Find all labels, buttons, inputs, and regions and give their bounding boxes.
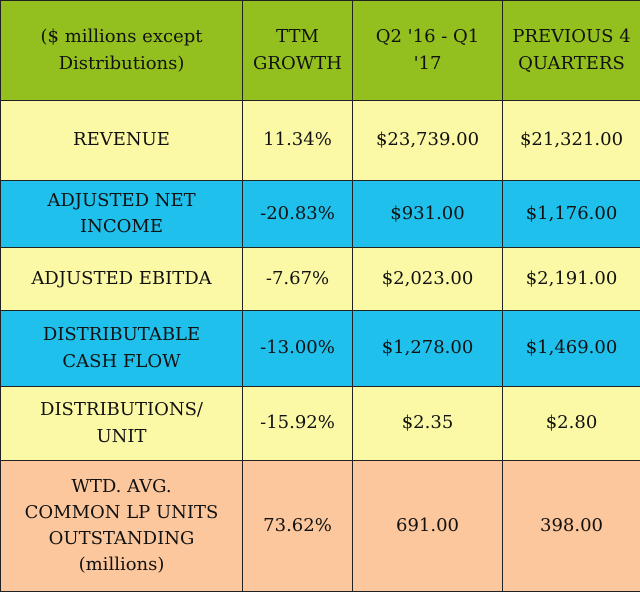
previous-quarters-cell: $21,321.00 xyxy=(503,101,640,181)
current-period-cell: $2.35 xyxy=(353,387,503,461)
previous-quarters-cell: $1,176.00 xyxy=(503,181,640,248)
header-cell-current-period: Q2 '16 - Q1 '17 xyxy=(353,1,503,101)
row-label: WTD. AVG. COMMON LP UNITS OUTSTANDING (m… xyxy=(1,461,243,592)
ttm-growth-cell: 11.34% xyxy=(243,101,353,181)
ttm-growth-cell: -20.83% xyxy=(243,181,353,248)
current-period-cell: $1,278.00 xyxy=(353,311,503,387)
row-label: DISTRIBUTABLE CASH FLOW xyxy=(1,311,243,387)
current-period-cell: $931.00 xyxy=(353,181,503,248)
ttm-growth-cell: -13.00% xyxy=(243,311,353,387)
current-period-cell: $2,023.00 xyxy=(353,248,503,311)
ttm-growth-cell: -7.67% xyxy=(243,248,353,311)
row-label: REVENUE xyxy=(1,101,243,181)
row-label: ADJUSTED NET INCOME xyxy=(1,181,243,248)
row-label: DISTRIBUTIONS/ UNIT xyxy=(1,387,243,461)
ttm-growth-cell: -15.92% xyxy=(243,387,353,461)
ttm-growth-cell: 73.62% xyxy=(243,461,353,592)
table-row: ADJUSTED EBITDA -7.67% $2,023.00 $2,191.… xyxy=(1,248,640,311)
previous-quarters-cell: 398.00 xyxy=(503,461,640,592)
previous-quarters-cell: $2,191.00 xyxy=(503,248,640,311)
previous-quarters-cell: $2.80 xyxy=(503,387,640,461)
header-cell-ttm-growth: TTM GROWTH xyxy=(243,1,353,101)
header-cell-previous-quarters: PREVIOUS 4 QUARTERS xyxy=(503,1,640,101)
table-row: DISTRIBUTIONS/ UNIT -15.92% $2.35 $2.80 xyxy=(1,387,640,461)
table-row: REVENUE 11.34% $23,739.00 $21,321.00 xyxy=(1,101,640,181)
header-cell-label: ($ millions except Distributions) xyxy=(1,1,243,101)
row-label: ADJUSTED EBITDA xyxy=(1,248,243,311)
header-row: ($ millions except Distributions) TTM GR… xyxy=(1,1,640,101)
table-row: DISTRIBUTABLE CASH FLOW -13.00% $1,278.0… xyxy=(1,311,640,387)
current-period-cell: 691.00 xyxy=(353,461,503,592)
table-row: ADJUSTED NET INCOME -20.83% $931.00 $1,1… xyxy=(1,181,640,248)
table-row: WTD. AVG. COMMON LP UNITS OUTSTANDING (m… xyxy=(1,461,640,592)
previous-quarters-cell: $1,469.00 xyxy=(503,311,640,387)
current-period-cell: $23,739.00 xyxy=(353,101,503,181)
